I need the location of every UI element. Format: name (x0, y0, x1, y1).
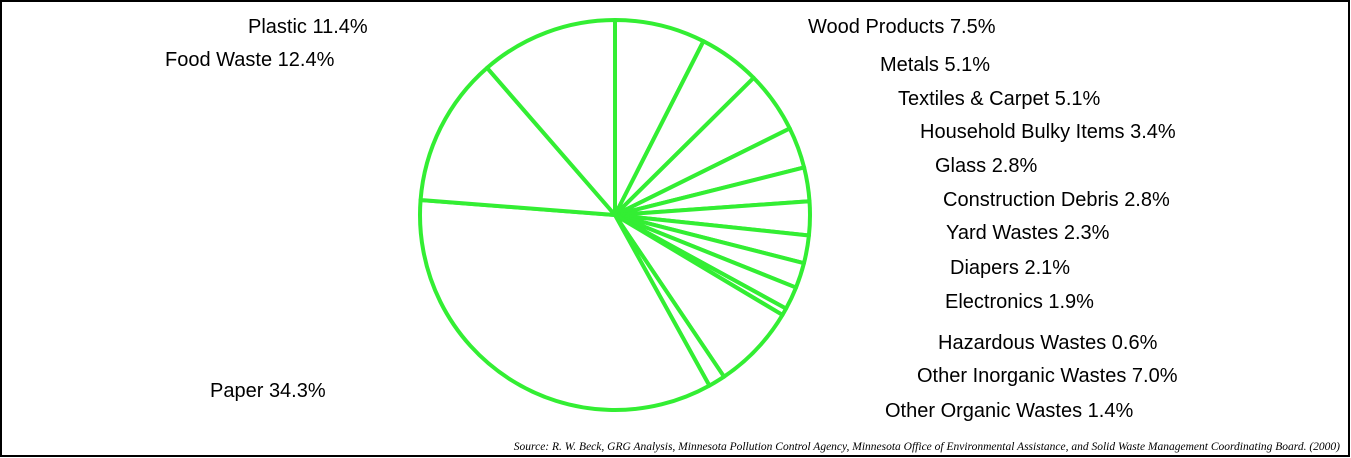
source-note: Source: R. W. Beck, GRG Analysis, Minnes… (514, 441, 1340, 453)
slice-name: Yard Wastes (946, 222, 1058, 244)
slice-value: 2.1% (1024, 257, 1070, 279)
slice-label: Electronics 1.9% (945, 291, 1094, 313)
slice-name: Household Bulky Items (920, 121, 1125, 143)
slice-value: 11.4% (312, 16, 367, 38)
slice-label: Wood Products 7.5% (808, 16, 996, 38)
slice-value: 7.0% (1132, 365, 1178, 387)
slice-name: Hazardous Wastes (938, 332, 1106, 354)
slice-label: Textiles & Carpet 5.1% (898, 88, 1101, 110)
page: {"chart_data": {"type": "pie", "categori… (0, 0, 1351, 458)
slice-label: Metals 5.1% (880, 54, 990, 76)
slice-label: Diapers 2.1% (950, 257, 1070, 279)
slice-value: 34.3% (269, 380, 326, 402)
slice-value: 3.4% (1130, 121, 1176, 143)
slice-label: Plastic 11.4% (248, 16, 368, 38)
slice-label: Construction Debris 2.8% (943, 189, 1170, 211)
slice-value: 7.5% (950, 16, 996, 38)
slice-value: 2.3% (1064, 222, 1110, 244)
slice-label: Glass 2.8% (935, 155, 1037, 177)
slice-name: Other Inorganic Wastes (917, 365, 1126, 387)
chart: Source: R. W. Beck, GRG Analysis, Minnes… (0, 0, 1351, 458)
slice-name: Paper (210, 380, 264, 402)
slice-name: Wood Products (808, 16, 944, 38)
slice-name: Electronics (945, 291, 1043, 313)
slice-label: Household Bulky Items 3.4% (920, 121, 1176, 143)
slice-label: Food Waste 12.4% (165, 49, 335, 71)
slice-name: Glass (935, 155, 986, 177)
slice-value: 5.1% (944, 54, 990, 76)
slice-value: 12.4% (278, 49, 335, 71)
slice-name: Construction Debris (943, 189, 1119, 211)
slice-name: Metals (880, 54, 939, 76)
slice-name: Other Organic Wastes (885, 400, 1082, 422)
slice-name: Textiles & Carpet (898, 88, 1050, 110)
slice-label: Yard Wastes 2.3% (946, 222, 1110, 244)
slice-value: 2.8% (1124, 189, 1170, 211)
slice-label: Other Organic Wastes 1.4% (885, 400, 1133, 422)
slice-name: Plastic (248, 16, 307, 38)
slice-label: Hazardous Wastes 0.6% (938, 332, 1158, 354)
slice-value: 1.4% (1088, 400, 1134, 422)
slice-name: Food Waste (165, 49, 272, 71)
slice-value: 5.1% (1055, 88, 1101, 110)
slice-label: Paper 34.3% (210, 380, 326, 402)
slice-value: 0.6% (1112, 332, 1158, 354)
slice-value: 2.8% (992, 155, 1038, 177)
slice-name: Diapers (950, 257, 1019, 279)
slice-value: 1.9% (1048, 291, 1094, 313)
slice-label: Other Inorganic Wastes 7.0% (917, 365, 1178, 387)
